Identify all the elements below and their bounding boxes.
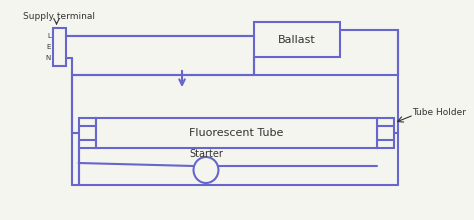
Circle shape — [193, 157, 219, 183]
Text: E: E — [46, 44, 51, 50]
Text: Ballast: Ballast — [278, 35, 316, 44]
Bar — [254, 22, 340, 57]
Text: Starter: Starter — [189, 149, 223, 159]
Bar — [53, 28, 66, 66]
Text: Tube Holder: Tube Holder — [412, 108, 466, 117]
Text: Supply terminal: Supply terminal — [23, 11, 95, 20]
Bar — [376, 118, 394, 148]
Bar — [79, 118, 96, 148]
Text: L: L — [47, 33, 51, 39]
Bar — [96, 118, 376, 148]
Text: Fluorescent Tube: Fluorescent Tube — [189, 128, 283, 138]
Text: N: N — [46, 55, 51, 61]
